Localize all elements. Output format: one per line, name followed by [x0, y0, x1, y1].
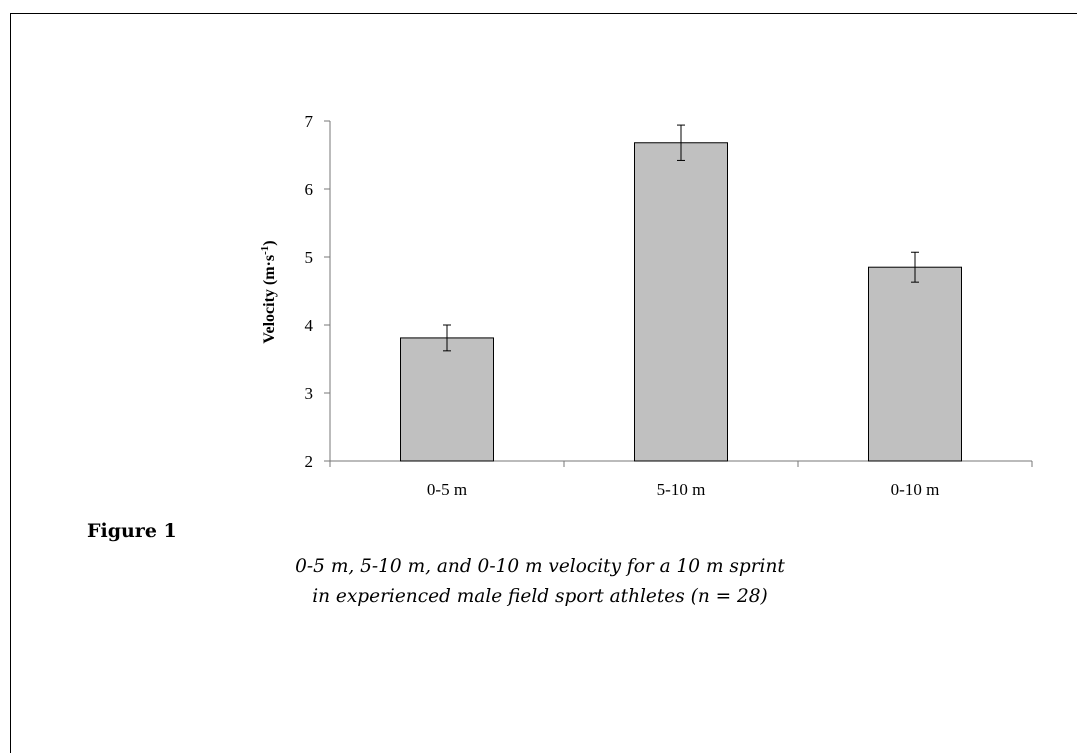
y-axis-label-suffix: ) [261, 240, 278, 245]
y-tick-label: 3 [305, 384, 314, 403]
y-tick-label: 5 [305, 248, 314, 267]
x-tick-label: 5-10 m [657, 480, 706, 499]
bar-0-10m [868, 266, 962, 462]
y-axis-label: Velocity (m·s-1) [259, 240, 278, 343]
bar-chart: 2 3 4 5 6 7 0-5 m 5-10 m 0-10 m Velocity (m·s-1) [259, 112, 1033, 499]
figure-caption-line-1: 0-5 m, 5-10 m, and 0-10 m velocity for a… [295, 556, 785, 577]
y-tick-label: 4 [305, 316, 314, 335]
y-axis-label-superscript: -1 [259, 246, 271, 255]
bar-5-10m [634, 142, 728, 462]
bar-0-5m [400, 337, 494, 462]
x-tick-label: 0-10 m [891, 480, 940, 499]
y-tick-label: 7 [305, 112, 314, 131]
y-tick-label: 6 [305, 180, 314, 199]
x-tick-label: 0-5 m [427, 480, 467, 499]
chart-bars [400, 124, 962, 462]
figure-frame [10, 13, 1077, 753]
chart-tick-labels: 2 3 4 5 6 7 0-5 m 5-10 m 0-10 m [305, 112, 940, 499]
y-axis-label-text: Velocity (m·s [261, 255, 278, 344]
figure-label: Figure 1 [87, 520, 177, 542]
figure-caption-line-2: in experienced male field sport athletes… [312, 586, 768, 607]
y-tick-label: 2 [305, 452, 314, 471]
